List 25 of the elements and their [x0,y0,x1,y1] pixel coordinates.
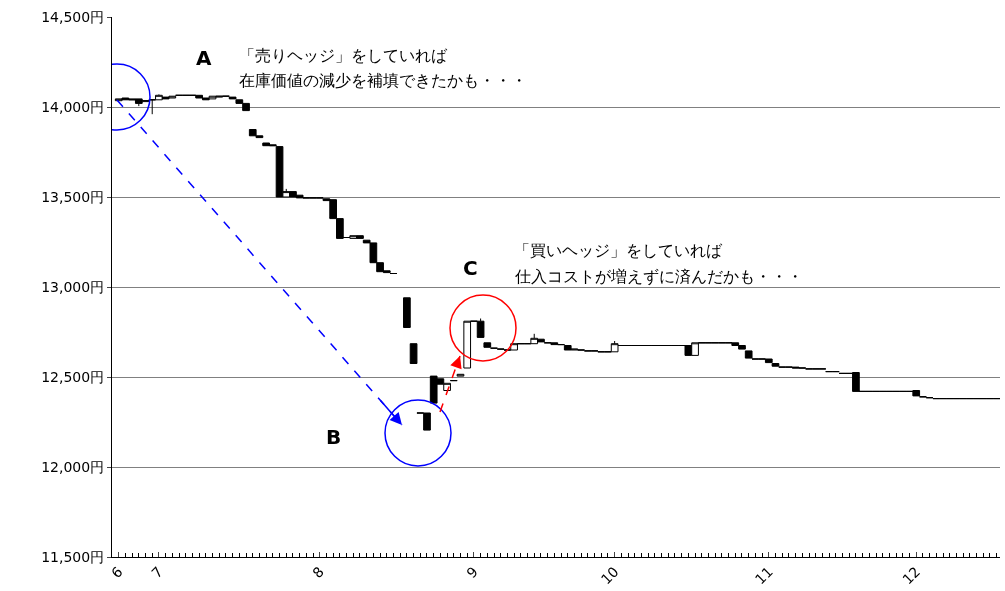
x-tick-label: 6 [108,563,126,582]
x-tick-label: 10 [597,563,622,588]
annotation: 仕入コストが増えずに済んだかも・・・ [514,267,803,286]
annotation: 「売りヘッジ」をしていれば [239,46,448,65]
y-tick-label: 12,000円 [41,458,105,475]
y-tick-label: 12,500円 [41,368,105,385]
candlestick [403,297,411,328]
x-tick-label: 9 [463,563,481,582]
annotation: C [463,256,478,280]
annotation: A [196,46,212,70]
y-tick-label: 11,500円 [41,548,105,565]
annotation: B [326,425,342,449]
annotation: 「買いヘッジ」をしていれば [514,241,723,260]
y-tick-label: 14,000円 [41,98,105,115]
x-tick-label: 12 [899,563,924,588]
candlestick [483,342,492,348]
x-tick-label: 11 [751,563,776,588]
y-tick-label: 14,500円 [41,8,105,25]
candlestick [456,373,465,377]
x-tick-label: 7 [148,563,166,582]
y-tick-label: 13,000円 [41,278,105,295]
candlestick [409,343,418,364]
annotation: 在庫価値の減少を補填できたかも・・・ [239,71,527,90]
x-tick-label: 8 [309,563,327,582]
y-tick-label: 13,500円 [41,188,105,205]
